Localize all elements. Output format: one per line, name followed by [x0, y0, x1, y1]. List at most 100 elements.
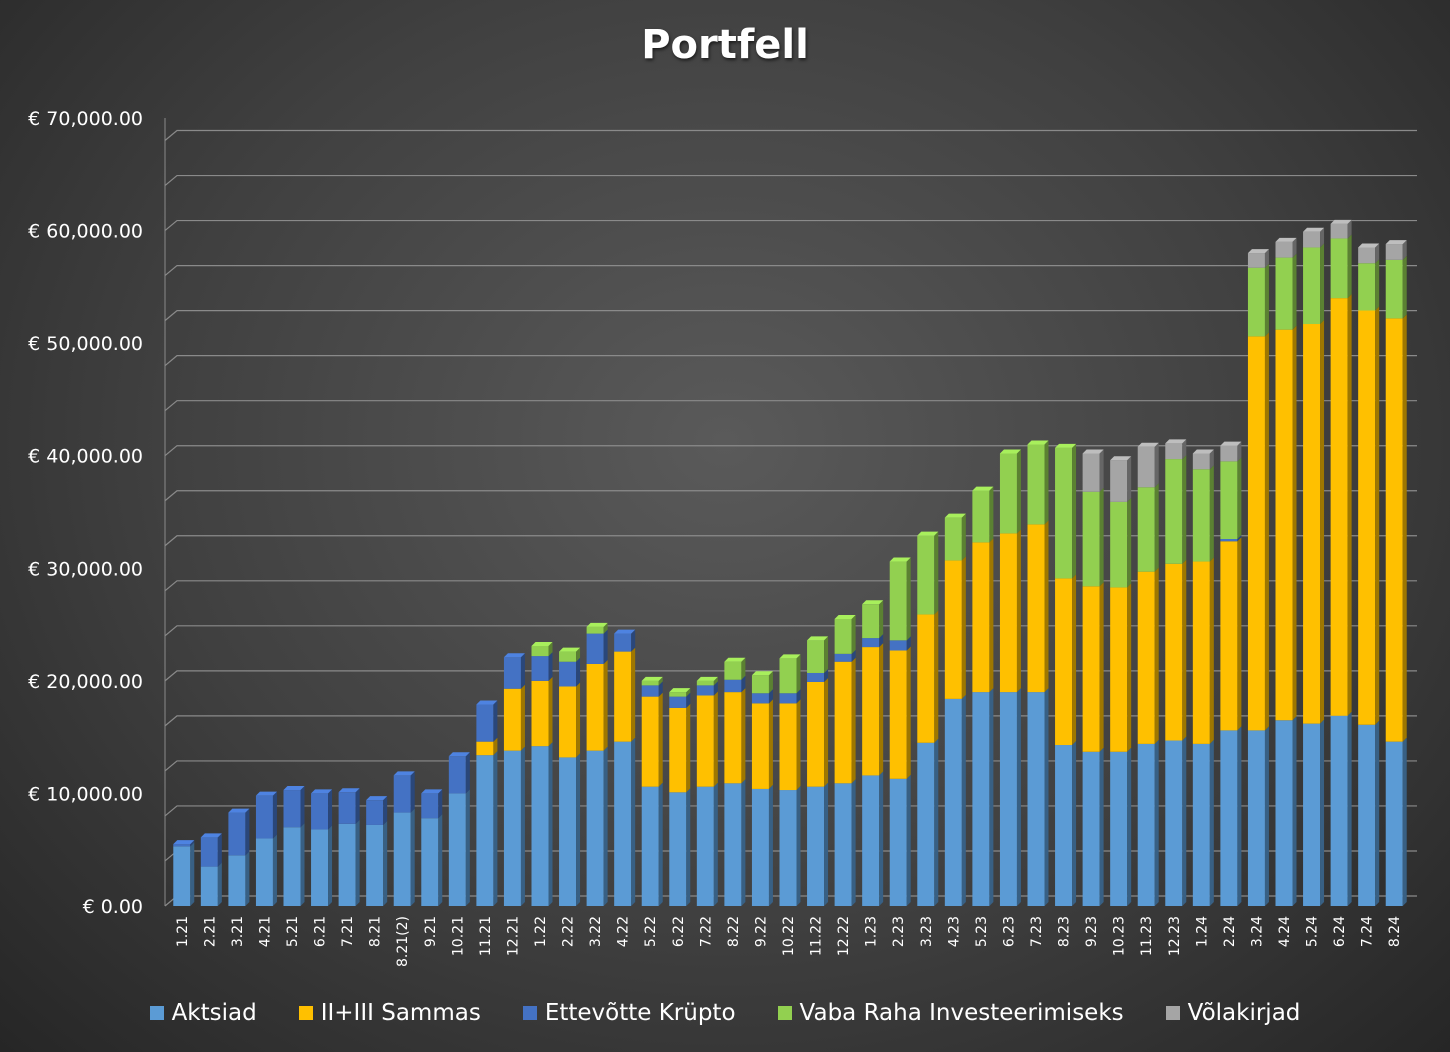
x-tick-label: 7.22: [698, 916, 714, 947]
bar-segment-side: [1347, 219, 1352, 239]
bar-segment: [999, 453, 1017, 534]
bar-segment-side: [686, 688, 691, 697]
bar-segment-side: [686, 788, 691, 906]
bar-segment-side: [1209, 557, 1214, 744]
bar-segment-side: [355, 819, 360, 906]
bar-segment-side: [1402, 737, 1407, 906]
bar-segment: [999, 692, 1017, 906]
bar-segment: [531, 656, 549, 681]
bar-segment-side: [1044, 520, 1049, 693]
bar-segment-side: [465, 789, 470, 906]
bar-segment-side: [1347, 711, 1352, 906]
bar-segment-side: [190, 842, 195, 906]
bar-segment: [862, 647, 880, 776]
bar-segment: [1165, 740, 1183, 906]
bar-segment-side: [328, 789, 333, 830]
bar-segment-side: [1127, 456, 1132, 502]
legend-label: Aktsiad: [171, 1000, 257, 1026]
bar-segment-side: [1154, 442, 1159, 488]
bar-segment-side: [548, 652, 553, 681]
bar-segment-side: [906, 557, 911, 641]
bar-segment-side: [1209, 465, 1214, 562]
x-tick-label: 1.23: [864, 916, 880, 947]
bar-segment: [1247, 730, 1265, 906]
bar-segment-side: [1127, 497, 1132, 588]
bar-segment: [503, 657, 521, 689]
bar-segment-side: [1154, 483, 1159, 572]
bar-segment: [366, 824, 384, 906]
bar-segment-side: [1237, 535, 1242, 542]
bar-segment: [1358, 310, 1376, 725]
bar-segment-side: [1016, 449, 1021, 534]
legend-label: II+III Sammas: [320, 1000, 481, 1026]
bar-segment-side: [1347, 294, 1352, 716]
bar-top: [807, 636, 829, 641]
bar-segment-side: [851, 779, 856, 906]
x-tick-label: 6.22: [671, 916, 687, 947]
bar-segment-side: [658, 681, 663, 697]
bar-segment: [311, 829, 329, 906]
bar-segment-side: [768, 699, 773, 789]
bar-segment: [1220, 461, 1238, 540]
bar-segment: [228, 855, 246, 906]
legend-swatch: [298, 1006, 313, 1020]
bar-segment-side: [1237, 537, 1242, 731]
bar-segment: [476, 755, 494, 906]
bar-segment-side: [658, 782, 663, 906]
bar-segment-side: [658, 676, 663, 686]
bar-segment: [641, 685, 659, 697]
bar-segment-side: [879, 771, 884, 906]
bar-segment-side: [576, 647, 581, 662]
bar-segment-side: [1264, 726, 1269, 906]
bar-segment: [503, 750, 521, 906]
bar-segment-side: [1127, 747, 1132, 906]
x-tick-label: 12.21: [505, 916, 521, 956]
bar-segment-side: [989, 688, 994, 906]
x-tick-label: 3.22: [588, 916, 604, 947]
bar-segment-side: [520, 684, 525, 751]
bar-segment-side: [1072, 443, 1077, 579]
bar-segment-side: [1320, 227, 1325, 248]
bar-segment: [1055, 447, 1073, 579]
bar-top: [448, 752, 470, 757]
bar-segment: [889, 561, 907, 641]
bar-segment-side: [906, 636, 911, 651]
bar-segment: [1192, 453, 1210, 470]
legend-swatch: [777, 1006, 792, 1020]
bar-top: [311, 789, 333, 794]
bar-segment-side: [1292, 253, 1297, 330]
bar-segment-side: [328, 825, 333, 906]
bar-segment-side: [1237, 457, 1242, 540]
bar-segment-side: [961, 513, 966, 561]
bar-segment: [972, 542, 990, 693]
bar-top: [1220, 441, 1242, 446]
bar-top: [944, 513, 966, 518]
bar-segment: [476, 741, 494, 756]
bar-segment: [503, 688, 521, 751]
bar-segment-side: [713, 681, 718, 696]
bar-segment: [338, 823, 356, 906]
bar-segment: [696, 695, 714, 787]
bar-segment: [1137, 571, 1155, 744]
bar-segment: [1385, 741, 1403, 906]
bar-segment: [614, 633, 632, 652]
bar-segment: [1220, 541, 1238, 731]
bar-segment-side: [713, 676, 718, 686]
bar-segment-side: [1099, 449, 1104, 492]
legend-item: Ettevõtte Krüpto: [522, 1000, 736, 1026]
legend-item: Vaba Raha Investeerimiseks: [777, 1000, 1124, 1026]
x-tick-label: 2.23: [891, 916, 907, 947]
bar-segment: [751, 788, 769, 906]
bar-segment: [1165, 443, 1183, 460]
bar-segment-side: [796, 786, 801, 906]
bar-segment-side: [1182, 559, 1187, 741]
bar-segment-side: [768, 671, 773, 694]
bar-segment-side: [686, 703, 691, 793]
bar-segment: [724, 692, 742, 784]
bar-top: [1055, 443, 1077, 448]
x-tick-label: 9.23: [1084, 916, 1100, 947]
bar-segment: [1303, 723, 1321, 906]
bar-top: [1247, 249, 1269, 254]
bar-top: [1330, 219, 1352, 224]
